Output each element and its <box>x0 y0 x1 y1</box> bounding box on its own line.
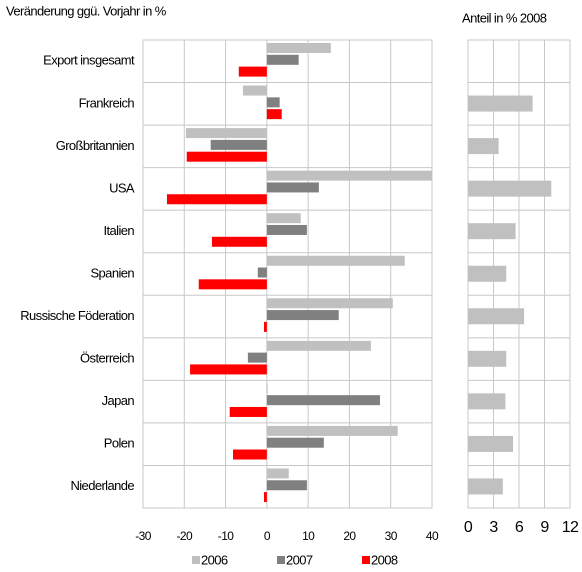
bar <box>266 437 324 448</box>
bar <box>266 310 339 321</box>
legend-swatch <box>362 556 370 564</box>
bar <box>266 255 405 266</box>
bar <box>263 492 267 503</box>
bar <box>266 480 307 491</box>
category-label: Niederlande <box>70 478 134 493</box>
x-tick-label: 12 <box>562 519 579 536</box>
bar <box>242 85 267 96</box>
bar <box>266 43 331 53</box>
x-tick-label: -30 <box>135 529 151 543</box>
category-label: Export insgesamt <box>43 53 135 68</box>
bar <box>468 223 516 240</box>
bar <box>266 383 268 394</box>
bar <box>229 406 267 417</box>
category-label: Italien <box>104 223 135 238</box>
chart-title: Anteil in % 2008 <box>462 10 547 25</box>
x-tick-label: 30 <box>385 529 398 543</box>
x-tick-label: 0 <box>464 519 473 536</box>
bar <box>263 321 267 332</box>
bar <box>233 449 267 460</box>
bar <box>190 364 267 375</box>
x-tick-label: 20 <box>343 529 356 543</box>
bar <box>266 425 398 436</box>
bar <box>468 350 507 367</box>
category-label: Polen <box>104 436 135 451</box>
bar <box>266 182 319 193</box>
bar <box>266 54 299 65</box>
category-label: Frankreich <box>79 95 135 110</box>
category-label: Spanien <box>90 265 134 280</box>
bar <box>211 236 267 247</box>
category-label: Japan <box>102 393 135 408</box>
bar <box>185 128 267 139</box>
bar <box>468 138 499 155</box>
legend-swatch <box>277 556 285 564</box>
x-tick-label: 3 <box>489 519 498 536</box>
bar <box>468 265 507 282</box>
legend-label: 2007 <box>286 552 313 567</box>
bar <box>266 395 380 406</box>
bar <box>266 170 432 181</box>
bar <box>198 279 267 290</box>
bar <box>468 95 533 112</box>
bar <box>468 393 506 410</box>
x-tick-label: 40 <box>426 529 439 543</box>
category-label: Österreich <box>80 351 134 366</box>
bar <box>257 267 267 278</box>
category-label: USA <box>109 180 135 195</box>
bar <box>166 194 267 205</box>
chart-title: Veränderung ggü. Vorjahr in % <box>6 3 167 18</box>
legend-label: 2008 <box>371 552 398 567</box>
bar <box>266 468 289 479</box>
bar <box>468 308 525 325</box>
legend-label: 2006 <box>201 552 228 567</box>
bar <box>266 340 371 351</box>
x-tick-label: 0 <box>264 529 271 543</box>
bar <box>266 298 393 309</box>
x-tick-label: -10 <box>218 529 234 543</box>
x-tick-label: 9 <box>540 519 549 536</box>
bar <box>247 352 267 363</box>
bar <box>266 213 301 224</box>
x-tick-label: 10 <box>302 529 315 543</box>
bar <box>468 180 552 197</box>
bar <box>468 435 514 452</box>
legend-swatch <box>192 556 200 564</box>
bar <box>468 478 503 495</box>
bar <box>266 97 280 108</box>
bar <box>210 139 267 150</box>
x-tick-label: 6 <box>515 519 524 536</box>
category-label: Großbritannien <box>56 138 135 153</box>
category-label: Russische Föderation <box>20 308 134 323</box>
bar <box>186 151 267 162</box>
bar <box>266 109 282 120</box>
x-tick-label: -20 <box>177 529 193 543</box>
bar <box>266 224 307 235</box>
bar <box>238 66 267 77</box>
